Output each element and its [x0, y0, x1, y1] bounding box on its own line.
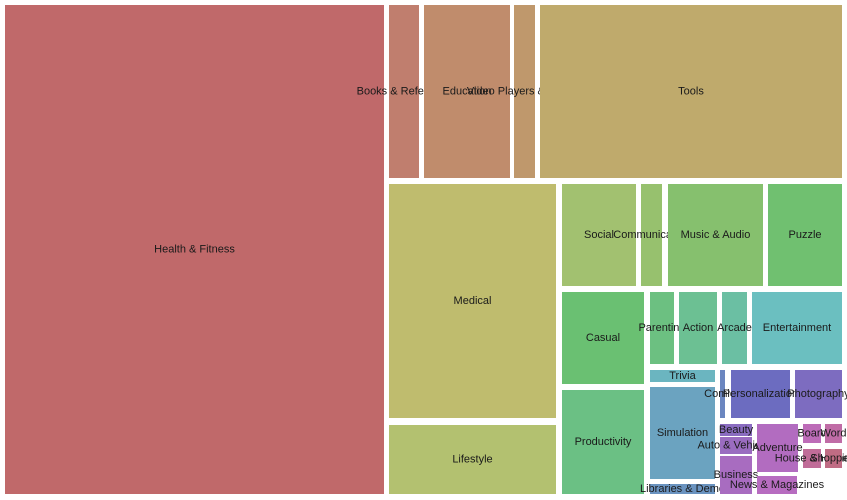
tile-label-health-and-fitness: Health & Fitness [154, 244, 235, 256]
tile-communication [641, 184, 662, 286]
tile-music-and-audio [668, 184, 763, 286]
tile-medical [389, 184, 556, 418]
tile-lifestyle [389, 425, 556, 494]
tile-label-word: Word [820, 428, 846, 440]
tile-education [424, 5, 510, 178]
tile-tools [540, 5, 842, 178]
tile-adventure [757, 424, 798, 472]
tile-label-music-and-audio: Music & Audio [681, 229, 751, 241]
tile-libraries-and-demo [650, 484, 715, 494]
tile-label-simulation: Simulation [657, 427, 708, 439]
tile-label-entertainment: Entertainment [763, 322, 831, 334]
tile-productivity [562, 390, 644, 494]
tile-entertainment [752, 292, 842, 364]
tile-label-trivia: Trivia [669, 370, 696, 382]
tile-social [562, 184, 636, 286]
tile-health-and-fitness [5, 5, 384, 494]
tile-trivia [650, 370, 715, 382]
tile-label-action: Action [683, 322, 714, 334]
tile-parenting [650, 292, 674, 364]
tile-label-shopping: Shopping [810, 453, 847, 465]
tile-puzzle [768, 184, 842, 286]
tile-label-news-and-magazines: News & Magazines [730, 479, 825, 491]
tile-business [720, 456, 752, 494]
tile-news-and-magazines [757, 476, 797, 494]
tile-label-libraries-and-demo: Libraries & Demo [640, 483, 725, 495]
tile-label-social: Social [584, 229, 614, 241]
tile-label-tools: Tools [678, 86, 704, 98]
tile-label-personalization: Personalization [723, 388, 798, 400]
tile-label-productivity: Productivity [575, 436, 632, 448]
tile-label-education: Education [443, 86, 492, 98]
tile-label-auto-and-vehicles: Auto & Vehicles [697, 440, 775, 452]
tile-word [825, 424, 842, 443]
tile-label-lifestyle: Lifestyle [452, 454, 492, 466]
tile-comics [720, 370, 725, 418]
tile-books-and-reference [389, 5, 419, 178]
tile-label-beauty: Beauty [719, 424, 754, 436]
tile-label-adventure: Adventure [752, 442, 802, 454]
tile-label-board: Board [797, 428, 826, 440]
tile-action [679, 292, 717, 364]
tile-label-arcade: Arcade [717, 322, 752, 334]
tile-board [803, 424, 821, 443]
tile-shopping [825, 449, 842, 468]
tile-casual [562, 292, 644, 384]
tile-beauty [720, 424, 752, 436]
tile-label-parenting: Parenting [638, 322, 685, 334]
tile-video-players-and-editors [514, 5, 535, 178]
tile-label-medical: Medical [454, 295, 492, 307]
tile-label-business: Business [714, 469, 759, 481]
tile-auto-and-vehicles [720, 437, 752, 454]
tile-simulation [650, 387, 715, 479]
tile-photography [795, 370, 842, 418]
tile-label-photography: Photography [787, 388, 847, 400]
tile-arcade [722, 292, 747, 364]
tile-label-casual: Casual [586, 332, 620, 344]
tile-label-puzzle: Puzzle [788, 229, 821, 241]
tile-house-and-home [803, 449, 821, 468]
tile-personalization [731, 370, 790, 418]
